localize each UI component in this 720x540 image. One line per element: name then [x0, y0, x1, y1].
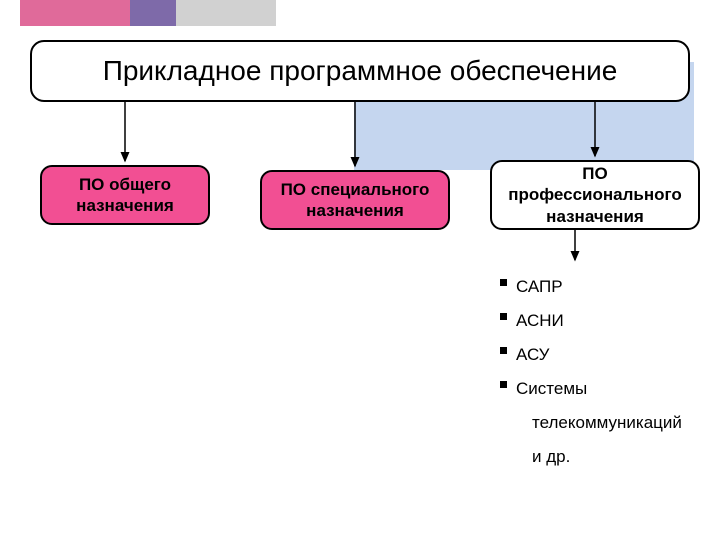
node-professional-line2: профессионального назначения [508, 185, 682, 225]
decor-stripe-2 [130, 0, 176, 26]
node-general-label: ПО общего назначения [48, 174, 202, 217]
bullet-tail: и др. [500, 440, 710, 474]
node-professional-label: ПО профессионального назначения [498, 163, 692, 227]
bullet-list: САПР АСНИ АСУ Системы телекоммуникаций и… [500, 270, 710, 474]
node-professional-line1: ПО [582, 164, 607, 183]
bullet-item: АСУ [500, 338, 710, 372]
bullet-item: Системы [500, 372, 710, 406]
bullet-item: САПР [500, 270, 710, 304]
page-title: Прикладное программное обеспечение [103, 55, 618, 87]
node-general: ПО общего назначения [40, 165, 210, 225]
decor-stripe-1 [20, 0, 130, 26]
bullet-item: АСНИ [500, 304, 710, 338]
decor-stripe-3 [176, 0, 276, 26]
node-special: ПО специального назначения [260, 170, 450, 230]
bullet-tail: телекоммуникаций [500, 406, 710, 440]
title-box: Прикладное программное обеспечение [30, 40, 690, 102]
node-special-label: ПО специального назначения [268, 179, 442, 222]
node-professional: ПО профессионального назначения [490, 160, 700, 230]
